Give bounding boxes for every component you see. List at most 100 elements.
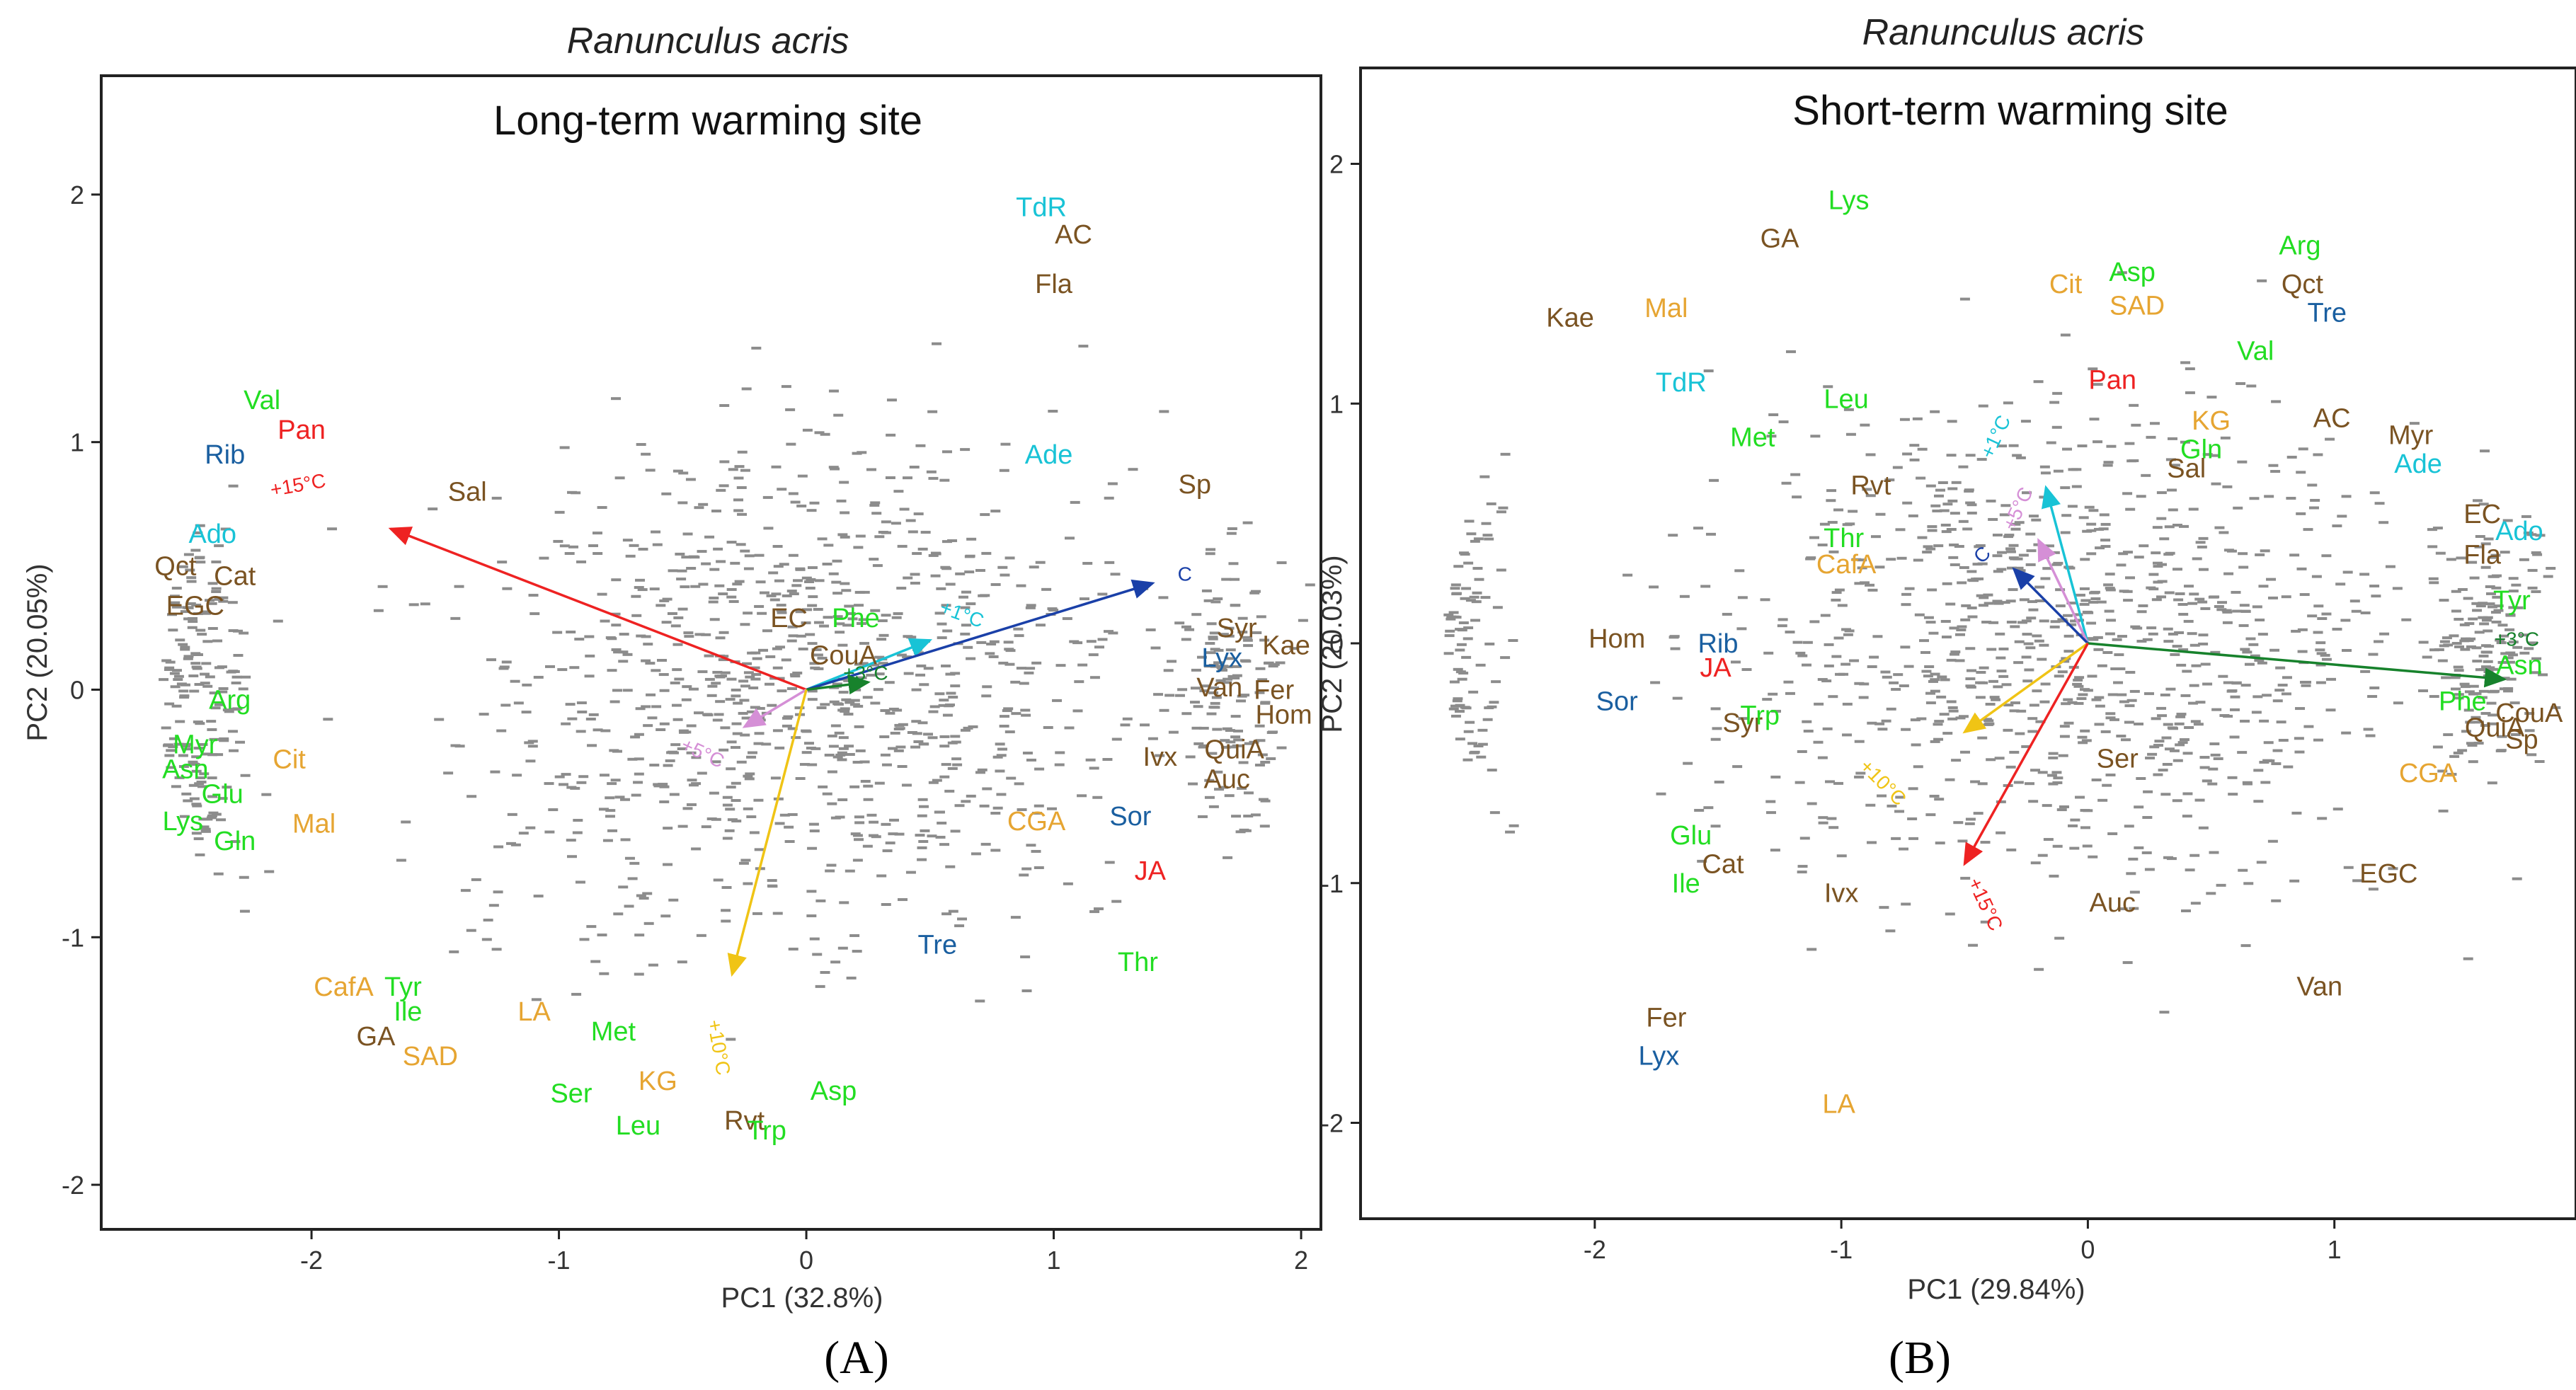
variable-label-fla: Fla bbox=[1035, 270, 1073, 299]
variable-label-syr: Syr bbox=[1722, 708, 1763, 738]
variable-label-cat: Cat bbox=[214, 562, 256, 592]
variable-label-fer: Fer bbox=[1646, 1003, 1686, 1033]
vector-b-4 bbox=[1962, 642, 2089, 734]
panel-b-y-label: PC2 (20.03%) bbox=[1317, 555, 1348, 733]
variable-label-asn: Asn bbox=[2496, 650, 2542, 680]
panel-b-species: Ranunculus acris bbox=[1862, 12, 2145, 53]
variable-label-trp: Trp bbox=[747, 1116, 786, 1146]
variable-label-asp: Asp bbox=[2109, 258, 2155, 287]
variable-label-myr: Myr bbox=[173, 730, 218, 759]
variable-label-quia: QuiA bbox=[2465, 713, 2525, 743]
x-tick-label: -1 bbox=[1830, 1235, 1853, 1264]
panel-a-x-label: PC1 (32.8%) bbox=[721, 1282, 883, 1314]
variable-label-thr: Thr bbox=[1118, 948, 1158, 977]
vector-label: +3°C bbox=[843, 662, 888, 684]
variable-label-ec: EC bbox=[770, 604, 808, 633]
x-tick-label: 2 bbox=[1294, 1246, 1308, 1275]
x-tick-label: 1 bbox=[2328, 1235, 2342, 1264]
x-tick-label: -1 bbox=[548, 1246, 571, 1275]
variable-label-ec: EC bbox=[2463, 500, 2501, 529]
variable-label-glu: Glu bbox=[1670, 821, 1712, 851]
panel-b-x-axis: -2 -1 0 1 bbox=[1584, 1219, 2342, 1264]
variable-label-ado: Ado bbox=[2495, 517, 2543, 546]
variable-label-ja: JA bbox=[1700, 653, 1731, 683]
variable-label-sor: Sor bbox=[1109, 802, 1151, 832]
variable-label-cit: Cit bbox=[2049, 270, 2083, 299]
variable-label-sal: Sal bbox=[448, 478, 487, 507]
variable-label-phe: Phe bbox=[832, 604, 880, 633]
y-tick-label: -2 bbox=[1321, 1109, 1344, 1138]
variable-label-ade: Ade bbox=[2394, 449, 2442, 479]
variable-label-ile: Ile bbox=[1672, 869, 1700, 899]
y-tick-label: -1 bbox=[1321, 869, 1344, 898]
variable-label-phe: Phe bbox=[2439, 687, 2487, 716]
variable-label-quia: QuiA bbox=[1204, 735, 1264, 764]
variable-label-met: Met bbox=[591, 1017, 636, 1047]
variable-label-ivx: Ivx bbox=[1824, 878, 1859, 908]
variable-label-coua: CouA bbox=[2495, 699, 2563, 728]
variable-label-ivx: Ivx bbox=[1143, 742, 1178, 772]
panel-b-variable-labels: Lys GA Arg Asp Cit Qct SAD Tre Kae Mal Val TdR Pan Le… bbox=[1546, 185, 2563, 1119]
x-tick-label: -2 bbox=[300, 1246, 323, 1275]
variable-label-sp: Sp bbox=[1179, 470, 1211, 500]
vector-label: C bbox=[1178, 563, 1192, 585]
variable-label-cafa: CafA bbox=[314, 972, 374, 1002]
y-tick-label: 1 bbox=[1329, 389, 1344, 418]
panel-b-title: Short-term warming site bbox=[1792, 88, 2228, 134]
variable-label-glu: Glu bbox=[202, 779, 244, 809]
x-tick-label: -2 bbox=[1584, 1235, 1606, 1264]
variable-label-lys: Lys bbox=[1828, 185, 1870, 215]
variable-label-rib: Rib bbox=[1698, 629, 1738, 659]
variable-label-thr: Thr bbox=[1824, 524, 1864, 553]
variable-label-tyr: Tyr bbox=[384, 972, 422, 1002]
y-tick-label: 2 bbox=[70, 180, 84, 209]
variable-label-auc: Auc bbox=[1203, 764, 1249, 794]
variable-label-qct: Qct bbox=[2282, 270, 2324, 299]
variable-label-ga: GA bbox=[1761, 224, 1800, 254]
vector-a-5 bbox=[727, 689, 808, 977]
variable-label-myr: Myr bbox=[2388, 420, 2434, 450]
vector-a-1 bbox=[806, 579, 1155, 691]
variable-label-lyx: Lyx bbox=[1201, 643, 1242, 673]
variable-label-syr: Syr bbox=[1217, 614, 1257, 643]
variable-label-ile: Ile bbox=[394, 997, 422, 1027]
variable-label-sad: SAD bbox=[403, 1042, 458, 1072]
variable-label-met: Met bbox=[1730, 423, 1775, 453]
variable-label-gln: Gln bbox=[2180, 435, 2222, 465]
variable-label-val: Val bbox=[2237, 337, 2274, 367]
variable-label-fla: Fla bbox=[2463, 541, 2502, 570]
panel-a: Ranunculus acris Long-term warming site … bbox=[22, 21, 1322, 1384]
variable-label-ja: JA bbox=[1135, 856, 1167, 886]
variable-label-asp: Asp bbox=[811, 1076, 857, 1106]
panel-b-points bbox=[1443, 271, 2561, 1014]
variable-label-tre: Tre bbox=[917, 931, 957, 960]
variable-label-gln: Gln bbox=[214, 827, 256, 856]
variable-label-cit: Cit bbox=[273, 745, 306, 774]
variable-label-sor: Sor bbox=[1596, 687, 1638, 716]
variable-label-kae: Kae bbox=[1262, 631, 1310, 661]
variable-label-rib: Rib bbox=[205, 440, 245, 470]
variable-label-pan: Pan bbox=[277, 415, 326, 445]
variable-label-mal: Mal bbox=[292, 809, 336, 839]
variable-label-leu: Leu bbox=[1824, 384, 1868, 414]
variable-label-cat: Cat bbox=[1702, 850, 1744, 880]
variable-label-van: Van bbox=[1196, 673, 1242, 703]
variable-label-la: LA bbox=[1822, 1089, 1855, 1119]
variable-label-la: LA bbox=[517, 997, 551, 1027]
panel-a-points bbox=[159, 342, 1315, 1041]
vector-a-2 bbox=[806, 674, 871, 695]
panel-a-x-axis: -2 -1 0 1 2 bbox=[300, 1229, 1308, 1275]
variable-label-cafa: CafA bbox=[1816, 550, 1877, 580]
variable-label-hom: Hom bbox=[1588, 624, 1645, 654]
variable-label-trp: Trp bbox=[1740, 701, 1780, 731]
variable-label-asn: Asn bbox=[162, 754, 208, 784]
variable-label-kg: KG bbox=[639, 1067, 677, 1096]
panel-b-y-axis: -2 -1 0 1 2 bbox=[1321, 150, 1361, 1138]
variable-label-hom: Hom bbox=[1255, 700, 1312, 730]
vector-b-5 bbox=[1963, 643, 2089, 866]
variable-label-ado: Ado bbox=[188, 519, 236, 549]
variable-label-val: Val bbox=[244, 386, 280, 415]
variable-label-pan: Pan bbox=[2088, 365, 2136, 395]
y-tick-label: 0 bbox=[70, 675, 84, 704]
